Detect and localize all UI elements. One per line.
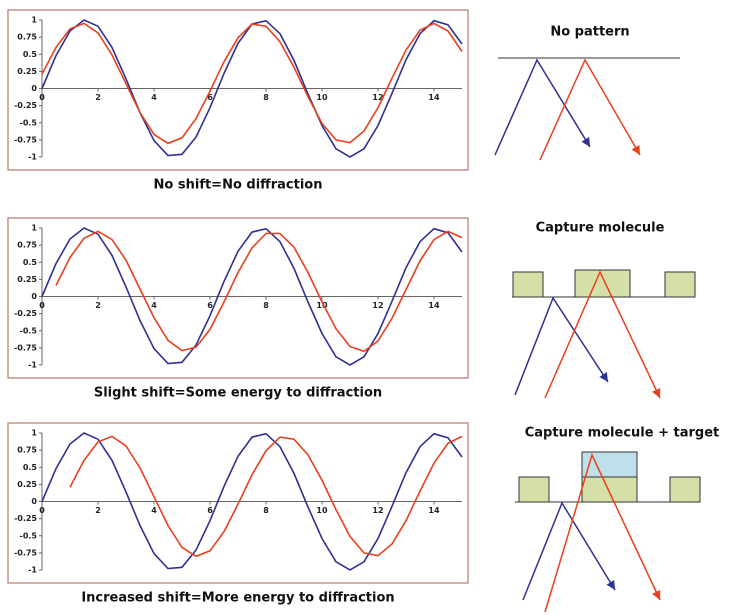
- y-tick-label: 0.25: [17, 480, 37, 489]
- y-tick-label: -0.5: [20, 118, 38, 127]
- chart-caption: Slight shift=Some energy to diffraction: [94, 386, 382, 401]
- molecule: [512, 271, 544, 298]
- series-line: [41, 227, 463, 366]
- x-tick-label: 6: [207, 506, 213, 515]
- y-tick-label: 0.5: [23, 463, 38, 472]
- target: [581, 451, 638, 478]
- molecule: [669, 476, 701, 503]
- x-tick-label: 4: [151, 301, 157, 310]
- y-tick-label: 0.25: [17, 275, 37, 284]
- red-ray: [544, 452, 661, 613]
- y-tick-label: -0.25: [14, 101, 37, 110]
- y-tick-label: -1: [28, 566, 37, 575]
- y-tick-label: 0: [31, 497, 37, 506]
- chart-caption: Increased shift=More energy to diffracti…: [81, 591, 394, 606]
- molecule: [581, 476, 638, 503]
- y-tick-label: 0.5: [23, 50, 38, 59]
- series-line: [41, 22, 463, 145]
- x-tick-label: 8: [263, 506, 269, 515]
- blue-ray: [514, 296, 609, 396]
- y-tick-label: 1: [31, 16, 37, 25]
- y-tick-label: 0.25: [17, 67, 37, 76]
- chart-frame: [7, 9, 469, 171]
- y-tick-label: -0.75: [14, 343, 37, 352]
- y-tick-label: 1: [31, 429, 37, 438]
- x-tick-label: 10: [316, 301, 328, 310]
- x-tick-label: 0: [39, 93, 45, 102]
- x-tick-label: 6: [207, 301, 213, 310]
- chart-caption: No shift=No diffraction: [154, 178, 323, 193]
- y-tick-label: 0: [31, 292, 37, 301]
- x-tick-label: 14: [428, 93, 440, 102]
- chart-frame: [7, 422, 469, 584]
- blue-ray: [522, 501, 616, 601]
- x-tick-label: 14: [428, 506, 440, 515]
- chart-frame: [7, 217, 469, 379]
- y-tick-label: 0.75: [17, 33, 37, 42]
- x-tick-label: 12: [372, 301, 383, 310]
- molecule: [664, 271, 696, 298]
- x-tick-label: 6: [207, 93, 213, 102]
- x-tick-label: 4: [151, 93, 157, 102]
- y-tick-label: -0.5: [20, 531, 38, 540]
- y-tick-label: 0.75: [17, 446, 37, 455]
- panel-title: Capture molecule: [536, 221, 665, 236]
- y-tick-label: 1: [31, 224, 37, 233]
- molecule: [518, 476, 550, 503]
- x-tick-label: 0: [39, 506, 45, 515]
- y-tick-label: -1: [28, 361, 37, 370]
- series-line: [69, 435, 463, 558]
- x-tick-label: 12: [372, 506, 383, 515]
- x-tick-label: 12: [372, 93, 383, 102]
- red-ray: [539, 58, 641, 161]
- y-tick-label: 0.75: [17, 241, 37, 250]
- series-line: [41, 432, 463, 571]
- x-tick-label: 0: [39, 301, 45, 310]
- y-tick-label: -0.5: [20, 326, 38, 335]
- panel-title: Capture molecule + target: [525, 426, 720, 441]
- x-tick-label: 10: [316, 93, 328, 102]
- y-tick-label: -0.25: [14, 514, 37, 523]
- x-tick-label: 4: [151, 506, 157, 515]
- x-tick-label: 14: [428, 301, 440, 310]
- y-tick-label: -1: [28, 153, 37, 162]
- y-tick-label: 0: [31, 84, 37, 93]
- red-ray: [544, 270, 661, 399]
- y-tick-label: -0.25: [14, 309, 37, 318]
- series-line: [55, 230, 463, 353]
- molecule: [574, 269, 631, 298]
- panel-title: No pattern: [550, 25, 629, 40]
- x-tick-label: 2: [95, 93, 101, 102]
- x-tick-label: 8: [263, 93, 269, 102]
- x-tick-label: 10: [316, 506, 328, 515]
- x-tick-label: 8: [263, 301, 269, 310]
- blue-ray: [494, 58, 591, 156]
- x-tick-label: 2: [95, 301, 101, 310]
- y-tick-label: 0.5: [23, 258, 38, 267]
- y-tick-label: -0.75: [14, 135, 37, 144]
- y-tick-label: -0.75: [14, 548, 37, 557]
- x-tick-label: 2: [95, 506, 101, 515]
